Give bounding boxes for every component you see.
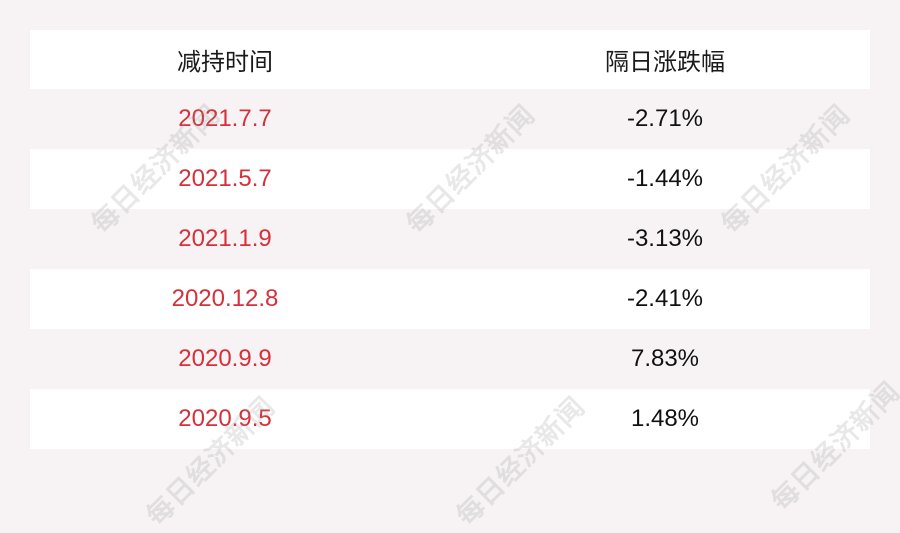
change-cell: 1.48% [630, 405, 700, 432]
change-cell: -2.41% [626, 285, 704, 312]
date-cell: 2020.9.5 [178, 405, 272, 432]
column-header-change: 隔日涨跌幅 [605, 49, 725, 76]
data-table: 减持时间 隔日涨跌幅 2021.7.7 -2.71% 2021.5.7 -1.4… [30, 30, 870, 449]
table-row: 2021.1.9 -3.13% [30, 209, 870, 269]
table-row: 2020.9.5 1.48% [30, 389, 870, 449]
column-header-date: 减持时间 [177, 49, 273, 76]
table-header: 减持时间 隔日涨跌幅 [30, 30, 870, 89]
date-cell: 2021.1.9 [178, 225, 272, 252]
table-row: 2021.5.7 -1.44% [30, 149, 870, 209]
date-cell: 2021.5.7 [178, 165, 272, 192]
change-cell: -1.44% [626, 165, 704, 192]
table-row: 2020.12.8 -2.41% [30, 269, 870, 329]
table-row: 2020.9.9 7.83% [30, 329, 870, 389]
table-row: 2021.7.7 -2.71% [30, 89, 870, 149]
change-cell: -2.71% [626, 105, 704, 132]
date-cell: 2021.7.7 [178, 105, 272, 132]
date-cell: 2020.9.9 [178, 345, 272, 372]
change-cell: -3.13% [626, 225, 704, 252]
date-cell: 2020.12.8 [171, 285, 279, 312]
change-cell: 7.83% [630, 345, 700, 372]
